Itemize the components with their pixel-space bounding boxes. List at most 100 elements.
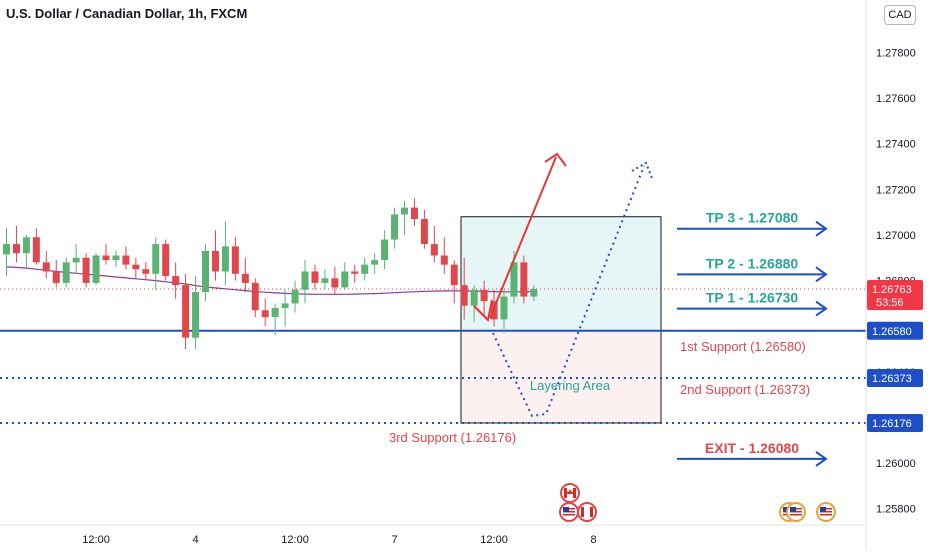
- level-price-label: 1.26580: [872, 326, 912, 338]
- candle[interactable]: [291, 280, 299, 313]
- price-tick-label: 1.25800: [876, 504, 916, 516]
- candle[interactable]: [381, 230, 389, 270]
- candle[interactable]: [42, 250, 50, 279]
- candle-body: [122, 255, 130, 265]
- candle[interactable]: [500, 289, 508, 334]
- candle[interactable]: [450, 260, 458, 304]
- chart-annotations: Layering Area TP 3 - 1.27080 TP 2 - 1.2688…: [389, 210, 810, 456]
- candle[interactable]: [520, 255, 528, 304]
- candle[interactable]: [112, 250, 120, 267]
- candle[interactable]: [460, 257, 468, 320]
- arrow-head-icon: [544, 152, 567, 167]
- support-1-label: 1st Support (1.26580): [680, 339, 806, 354]
- candle-body: [202, 250, 209, 293]
- candle[interactable]: [82, 253, 90, 288]
- candle-body: [261, 310, 269, 318]
- candle[interactable]: [311, 264, 319, 290]
- candle[interactable]: [351, 264, 359, 283]
- candle[interactable]: [202, 244, 209, 302]
- projection-arrows: [473, 152, 653, 418]
- candle-body: [450, 264, 458, 286]
- candle[interactable]: [62, 257, 70, 288]
- candle[interactable]: [211, 230, 219, 281]
- candle[interactable]: [530, 285, 538, 302]
- current-price-tag: [867, 280, 923, 311]
- candle-body: [102, 255, 110, 261]
- current-price-label: 1.26763: [872, 284, 912, 296]
- candle[interactable]: [182, 273, 190, 350]
- candle-body: [112, 255, 120, 261]
- canada-flag-icon[interactable]: [577, 502, 597, 522]
- candle[interactable]: [102, 244, 110, 265]
- candle-body: [510, 262, 518, 297]
- candle-body: [231, 246, 239, 274]
- candle[interactable]: [3, 228, 10, 277]
- candle-body: [241, 273, 249, 283]
- candle-body: [311, 271, 319, 283]
- candle[interactable]: [231, 237, 239, 281]
- candle-body: [72, 257, 80, 263]
- candle[interactable]: [470, 285, 478, 322]
- us-flag-icon[interactable]: [559, 502, 579, 522]
- candle-body: [440, 255, 448, 265]
- candle-body: [301, 271, 309, 290]
- price-tick-label: 1.27000: [876, 230, 916, 242]
- us-flag-icon[interactable]: [816, 502, 836, 522]
- time-tick-label: 12:00: [82, 534, 110, 546]
- candle[interactable]: [331, 266, 339, 295]
- arrow-head-icon: [815, 220, 828, 237]
- candle[interactable]: [221, 221, 229, 286]
- candle[interactable]: [410, 198, 418, 226]
- level-price-label: 1.26373: [872, 373, 912, 385]
- price-tick-label: 1.27800: [876, 47, 916, 59]
- candle[interactable]: [192, 276, 200, 350]
- time-tick-label: 7: [391, 534, 397, 546]
- us-flag-icon[interactable]: [786, 502, 806, 522]
- candle[interactable]: [251, 278, 259, 318]
- time-tick-label: 12:00: [480, 534, 508, 546]
- candle[interactable]: [132, 257, 140, 279]
- candle[interactable]: [12, 225, 20, 263]
- candle[interactable]: [361, 257, 369, 281]
- candle[interactable]: [480, 280, 488, 318]
- candle[interactable]: [440, 237, 448, 274]
- candle[interactable]: [162, 239, 170, 281]
- candle[interactable]: [92, 253, 100, 286]
- candle[interactable]: [321, 269, 329, 290]
- candle[interactable]: [430, 225, 438, 263]
- candle[interactable]: [52, 260, 60, 288]
- level-price-tag: [867, 413, 923, 432]
- candle-body: [211, 250, 219, 272]
- candle[interactable]: [271, 303, 279, 336]
- candle[interactable]: [341, 262, 349, 290]
- candle[interactable]: [22, 234, 30, 270]
- price-tick-label: 1.26000: [876, 458, 916, 470]
- candle-body: [420, 219, 428, 245]
- candle[interactable]: [152, 237, 160, 290]
- candle[interactable]: [172, 262, 180, 299]
- time-tick-label: 8: [590, 534, 596, 546]
- event-flags[interactable]: [559, 483, 836, 522]
- candle[interactable]: [371, 253, 379, 274]
- candle[interactable]: [241, 257, 249, 293]
- candle[interactable]: [281, 289, 289, 327]
- candle-body: [22, 237, 30, 254]
- candle-body: [321, 278, 329, 283]
- candle[interactable]: [420, 209, 428, 249]
- candle[interactable]: [301, 260, 309, 304]
- candle[interactable]: [391, 207, 399, 249]
- candle[interactable]: [122, 246, 130, 270]
- canada-flag-icon[interactable]: [560, 483, 580, 503]
- bar-countdown-label: 53:56: [876, 297, 904, 309]
- candle[interactable]: [261, 298, 269, 327]
- candle-body: [192, 292, 200, 338]
- currency-button[interactable]: CAD: [884, 5, 916, 25]
- candle[interactable]: [142, 262, 150, 281]
- candle[interactable]: [32, 228, 40, 265]
- candle[interactable]: [401, 200, 408, 235]
- candle-body: [92, 255, 100, 283]
- candle[interactable]: [72, 244, 80, 274]
